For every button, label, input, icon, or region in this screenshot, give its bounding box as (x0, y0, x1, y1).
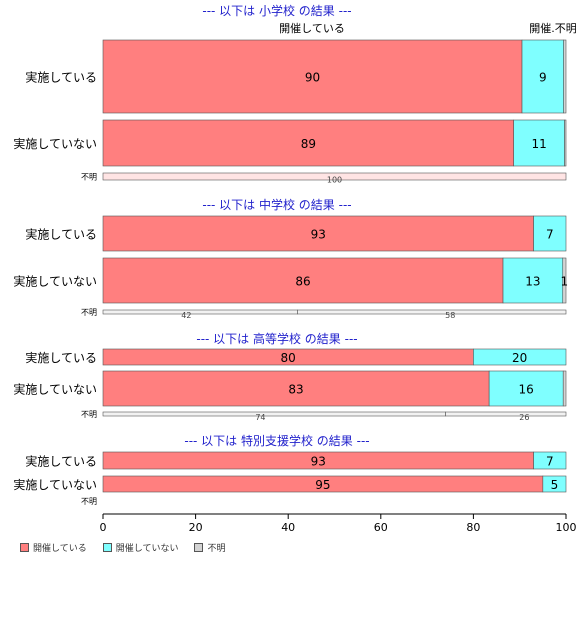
legend-item-not-held: 開催していない (102, 541, 179, 554)
data-label: 5 (551, 478, 559, 492)
bar-segment-held (102, 39, 523, 114)
legend-label-not-held: 開催していない (115, 544, 179, 554)
data-label: 93 (311, 228, 326, 242)
bar-segment-held (102, 309, 298, 315)
bar-segment-not-held (513, 119, 565, 167)
data-label: 42 (181, 311, 191, 320)
data-label: 26 (519, 413, 529, 422)
bar-segment-unknown (564, 119, 567, 167)
x-tick-label: 40 (281, 521, 295, 534)
x-tick-label: 100 (556, 521, 577, 534)
top-label-held-unknown: 開催.不明 (529, 21, 577, 35)
row-label: 実施していない (13, 274, 97, 289)
data-label: 74 (255, 413, 265, 422)
bar-segment-not-held (502, 257, 564, 304)
x-tick-label: 0 (100, 521, 107, 534)
bar-segment-unknown (562, 257, 567, 304)
group-title: --- 以下は 特別支援学校 の結果 --- (184, 433, 369, 448)
bar-segment-not-held (542, 475, 567, 493)
bar-segment-not-held (445, 411, 567, 417)
x-tick-label: 20 (189, 521, 203, 534)
legend-swatch-not-held (102, 543, 112, 552)
legend-item-unknown: 不明 (194, 541, 225, 554)
data-label: 58 (445, 311, 455, 320)
legend-label-unknown: 不明 (207, 544, 226, 554)
data-label: 90 (305, 71, 320, 85)
row-label: 実施していない (13, 477, 97, 492)
top-label-held: 開催している (279, 21, 345, 35)
data-label: 89 (301, 137, 316, 151)
bar-segment-held (102, 411, 446, 417)
data-label: 83 (288, 383, 303, 397)
group-title: --- 以下は 中学校 の結果 --- (202, 197, 351, 212)
legend-swatch-held (20, 543, 29, 552)
legend: 開催している 開催していない 不明 (20, 541, 225, 554)
data-label: 16 (519, 383, 534, 397)
bar-segment-not-held (533, 451, 567, 470)
data-label: 13 (525, 275, 540, 289)
bar-segment-not-held (473, 348, 567, 366)
legend-item-held: 開催している (20, 541, 87, 554)
data-label: 1 (561, 275, 569, 289)
bar-segment-held (102, 257, 504, 304)
row-label: 実施している (25, 227, 97, 242)
bar-segment-held (102, 172, 567, 181)
data-label: 20 (512, 351, 527, 365)
data-label: 7 (546, 228, 554, 242)
x-tick-label: 80 (466, 521, 480, 534)
group-title: --- 以下は 高等学校 の結果 --- (196, 331, 357, 346)
bar-segment-held (102, 370, 490, 407)
row-label: 実施している (25, 454, 97, 469)
bar-segment-unknown (563, 39, 567, 114)
data-label: 100 (327, 176, 342, 185)
row-label: 実施していない (13, 382, 97, 397)
data-label: 80 (281, 351, 296, 365)
row-label: 実施している (25, 70, 97, 85)
group-title: --- 以下は 小学校 の結果 --- (202, 3, 351, 18)
legend-swatch-unknown (194, 543, 204, 552)
data-label: 11 (532, 137, 547, 151)
bar-segment-held (102, 119, 514, 167)
data-label: 86 (295, 275, 310, 289)
legend-label-held: 開催している (33, 544, 87, 554)
data-label: 9 (539, 71, 547, 85)
row-label: 実施している (25, 350, 97, 365)
x-tick-label: 60 (374, 521, 388, 534)
data-label: 93 (311, 455, 326, 469)
bar-segment-not-held (533, 215, 567, 252)
bar-segment-held (102, 215, 534, 252)
bar-segment-not-held (488, 370, 564, 407)
row-label: 不明 (81, 173, 97, 182)
bar-segment-not-held (521, 39, 564, 114)
row-label: 不明 (81, 308, 97, 317)
bar-segment-not-held (297, 309, 567, 315)
row-label: 不明 (81, 410, 97, 419)
row-label: 不明 (81, 497, 97, 506)
data-label: 7 (546, 455, 554, 469)
data-label: 95 (315, 478, 330, 492)
bar-segment-unknown (562, 370, 567, 407)
row-label: 実施していない (13, 136, 97, 151)
